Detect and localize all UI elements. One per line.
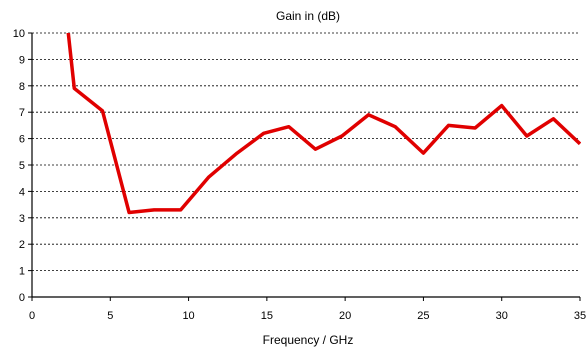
x-tick-label: 20	[339, 310, 351, 322]
y-tick-label: 9	[19, 54, 25, 66]
y-tick-label: 2	[19, 239, 25, 251]
x-tick-label: 25	[417, 310, 429, 322]
x-tick-label: 10	[182, 310, 194, 322]
series-line-0	[66, 33, 581, 215]
x-tick-label: 35	[574, 310, 586, 322]
x-tick-label: 15	[261, 310, 273, 322]
y-tick-label: 8	[19, 81, 25, 93]
x-axis-title: Frequency / GHz	[263, 333, 354, 347]
x-tick-label: 0	[29, 310, 35, 322]
chart-title: Gain in (dB)	[276, 9, 340, 23]
grid-lines	[32, 32, 580, 272]
y-tick-label: 7	[19, 107, 25, 119]
x-tick-label: 30	[496, 310, 508, 322]
series-layer	[66, 33, 581, 215]
y-tick-label: 0	[19, 292, 25, 304]
y-tick-label: 3	[19, 213, 25, 225]
y-tick-label: 1	[19, 266, 25, 278]
y-tick-label: 6	[19, 134, 25, 146]
y-tick-label: 5	[19, 160, 25, 172]
axes	[28, 32, 581, 301]
y-tick-label: 4	[19, 186, 25, 198]
y-tick-label: 10	[13, 28, 25, 40]
x-tick-label: 5	[107, 310, 113, 322]
tick-labels: 0 1 2 3 4 5 6 7 8 9 10 0 5 10 15 20 25 30 35	[13, 28, 586, 322]
